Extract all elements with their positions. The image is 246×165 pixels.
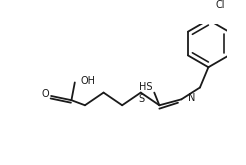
Text: OH: OH: [81, 76, 96, 86]
Text: N: N: [188, 93, 196, 103]
Text: HS: HS: [139, 82, 153, 92]
Text: O: O: [41, 89, 49, 99]
Text: Cl: Cl: [215, 0, 225, 10]
Text: S: S: [138, 94, 145, 103]
